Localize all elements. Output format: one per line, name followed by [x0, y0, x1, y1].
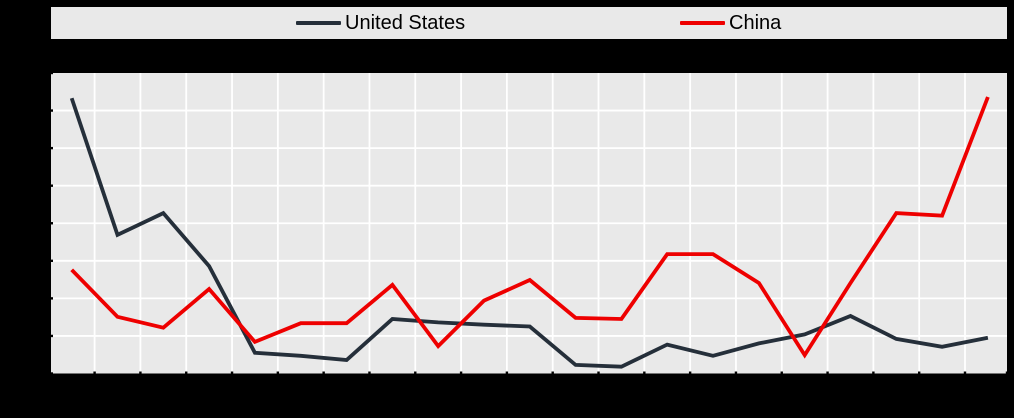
legend-item-united-states: United States — [296, 7, 465, 39]
china-series-line — [70, 96, 990, 359]
united-states-series-line — [69, 97, 989, 369]
gridlines — [51, 73, 1007, 374]
china-line-swatch-icon — [680, 21, 725, 25]
legend-label-china: China — [729, 12, 782, 34]
legend-label-united-states: United States — [345, 12, 466, 34]
united-states-line-swatch-icon — [296, 21, 341, 25]
tick-marks — [45, 71, 1009, 380]
legend: United States China — [51, 7, 1007, 39]
legend-item-china: China — [680, 7, 781, 39]
